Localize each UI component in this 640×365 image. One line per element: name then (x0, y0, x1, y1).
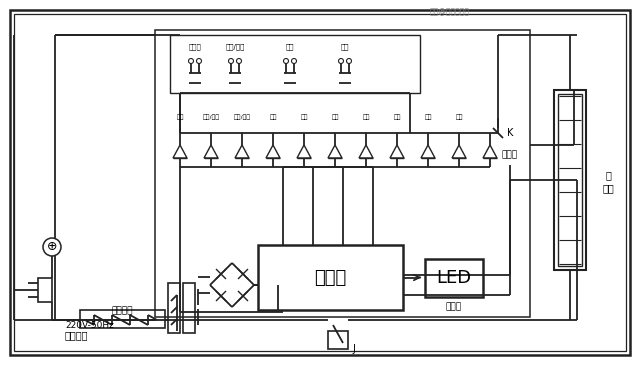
Text: 传感器: 传感器 (502, 150, 518, 160)
Bar (170, 35, 420, 93)
Text: 煮粥: 煮粥 (269, 114, 276, 120)
Text: K: K (507, 128, 513, 138)
Text: 220V-50Hz: 220V-50Hz (65, 320, 114, 330)
Bar (155, 30, 530, 317)
Bar (425, 259, 483, 297)
Text: J: J (353, 344, 355, 354)
Bar (558, 94, 582, 266)
Bar (258, 245, 403, 310)
Text: 热饭: 热饭 (424, 114, 432, 120)
Text: 热熔断器: 热熔断器 (112, 307, 133, 315)
Circle shape (339, 58, 344, 64)
Text: 定时: 定时 (176, 114, 184, 120)
Circle shape (189, 58, 193, 64)
Text: 发热: 发热 (602, 183, 614, 193)
Bar (183, 283, 195, 333)
Text: 豆类: 豆类 (332, 114, 339, 120)
Circle shape (43, 238, 61, 256)
Text: 保温/取消: 保温/取消 (225, 44, 244, 50)
Text: 开始: 开始 (340, 44, 349, 50)
Circle shape (346, 58, 351, 64)
Text: 控制器: 控制器 (314, 269, 347, 287)
Text: 显示器: 显示器 (446, 303, 462, 311)
Text: LED: LED (436, 269, 472, 287)
Circle shape (284, 58, 289, 64)
Text: 保温/取消: 保温/取消 (202, 114, 220, 120)
Text: 煮饭/煲粥: 煮饭/煲粥 (234, 114, 251, 120)
Bar (80, 310, 165, 328)
Text: 电源插头: 电源插头 (65, 330, 88, 340)
Bar (554, 90, 586, 270)
Bar (328, 331, 348, 349)
Circle shape (228, 58, 234, 64)
Text: 肉类: 肉类 (362, 114, 370, 120)
Text: 盘: 盘 (605, 170, 611, 180)
Text: 蒸鸡: 蒸鸡 (393, 114, 401, 120)
Bar (168, 283, 180, 333)
Circle shape (237, 58, 241, 64)
Text: 头条@哥专修电器: 头条@哥专修电器 (430, 8, 470, 16)
Bar (38, 278, 52, 302)
Text: ⊕: ⊕ (47, 241, 57, 254)
Text: 预定时: 预定时 (189, 44, 202, 50)
Text: 选择: 选择 (285, 44, 294, 50)
Text: 煲汤: 煲汤 (455, 114, 463, 120)
Circle shape (291, 58, 296, 64)
Text: 圆肠: 圆肠 (300, 114, 308, 120)
Circle shape (196, 58, 202, 64)
